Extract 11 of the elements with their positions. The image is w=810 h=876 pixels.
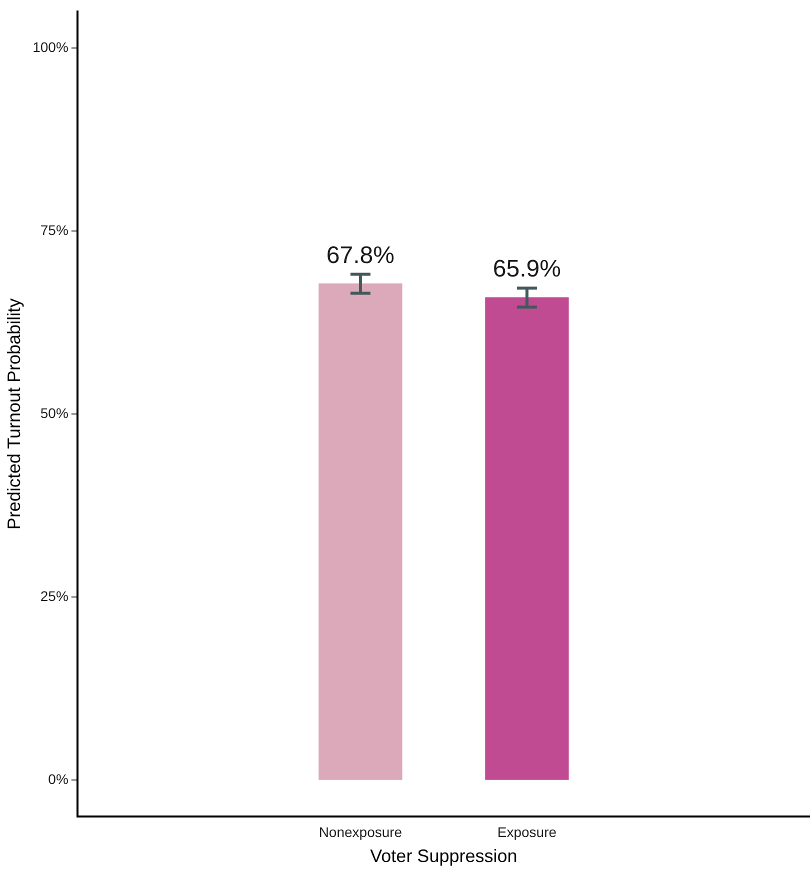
- x-tick-label: Exposure: [497, 824, 557, 840]
- y-tick-label: 75%: [40, 222, 68, 238]
- y-tick-label: 25%: [40, 588, 68, 604]
- y-tick-label: 50%: [40, 404, 68, 421]
- data-label: 67.8%: [326, 242, 394, 269]
- data-label: 65.9%: [492, 256, 561, 283]
- x-tick-label: Nonexposure: [318, 824, 402, 840]
- y-axis-title: Predicted Turnout Probability: [4, 298, 24, 530]
- y-tick-label: 0%: [48, 770, 68, 787]
- x-axis-title: Voter Suppression: [370, 846, 518, 866]
- y-tick-label: 100%: [32, 38, 68, 55]
